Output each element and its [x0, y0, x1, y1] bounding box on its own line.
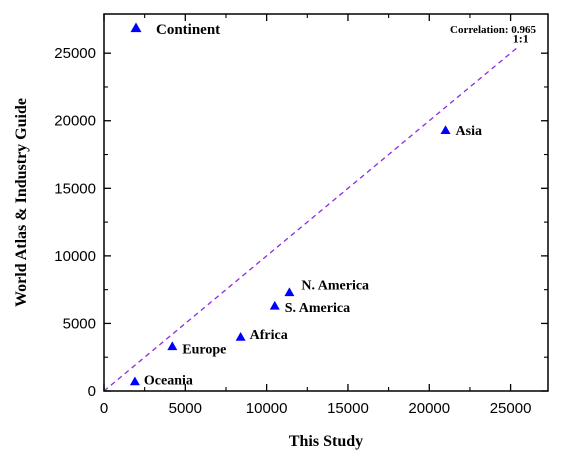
reference-line-label: 1:1: [513, 31, 529, 45]
tick-layer: 0 5000 10000 15000 20000 25000 0 5000 10000 15000…: [54, 14, 548, 417]
data-point-marker: [269, 300, 280, 310]
reference-line-1to1: [103, 45, 520, 392]
data-point-marker: [129, 376, 140, 386]
data-point-label: Oceania: [144, 374, 193, 389]
y-tick-label: 20000: [54, 113, 96, 130]
x-tick-label: 25000: [490, 400, 532, 417]
data-point-label: Europe: [182, 342, 226, 357]
data-point-label: Asia: [456, 124, 482, 139]
y-tick-label: 25000: [54, 45, 96, 62]
y-axis-title: World Atlas & Industry Guide: [13, 98, 30, 307]
data-point-label: Africa: [250, 328, 288, 343]
legend: Continent: [130, 22, 220, 38]
x-tick-label: 0: [100, 400, 108, 417]
y-tick-label: 0: [88, 383, 96, 400]
reference-line-layer: [103, 45, 520, 392]
x-tick-label: 10000: [246, 400, 288, 417]
x-tick-label: 15000: [327, 400, 369, 417]
x-tick-label: 5000: [169, 400, 202, 417]
data-point-marker: [284, 287, 295, 297]
points-layer: [129, 125, 451, 386]
data-point-marker: [167, 341, 178, 351]
x-axis-title: This Study: [289, 433, 363, 450]
data-point-label: N. America: [301, 278, 369, 293]
y-tick-label: 15000: [54, 180, 96, 197]
data-point-label: S. America: [285, 301, 350, 316]
data-point-marker: [235, 331, 246, 341]
point-labels-layer: Asia N. America S. America Africa Europe Ocea…: [144, 124, 482, 388]
y-tick-label: 10000: [54, 248, 96, 265]
data-point-marker: [440, 125, 451, 134]
correlation-annotation: Correlation: 0.965: [450, 24, 536, 36]
x-tick-label: 20000: [408, 400, 450, 417]
y-tick-label: 5000: [63, 315, 96, 332]
legend-label: Continent: [156, 22, 220, 38]
legend-marker: [130, 22, 142, 33]
plot-frame: [103, 13, 549, 392]
